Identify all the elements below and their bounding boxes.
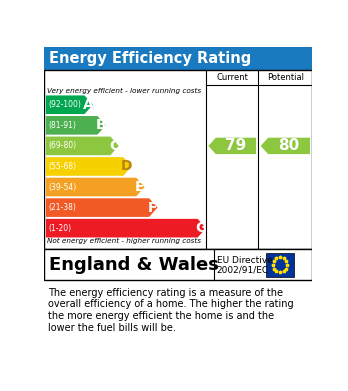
Polygon shape	[46, 116, 106, 135]
Text: Current: Current	[216, 73, 248, 82]
Text: 79: 79	[225, 138, 247, 153]
Text: (39-54): (39-54)	[48, 183, 77, 192]
Text: (1-20): (1-20)	[48, 224, 71, 233]
Text: D: D	[121, 160, 133, 174]
Text: (21-38): (21-38)	[48, 203, 76, 212]
Text: (69-80): (69-80)	[48, 142, 76, 151]
Polygon shape	[46, 95, 93, 114]
Text: E: E	[135, 180, 144, 194]
Text: The energy efficiency rating is a measure of the: The energy efficiency rating is a measur…	[48, 288, 283, 298]
Text: overall efficiency of a home. The higher the rating: overall efficiency of a home. The higher…	[48, 300, 294, 310]
Text: Potential: Potential	[267, 73, 304, 82]
Text: (55-68): (55-68)	[48, 162, 76, 171]
Polygon shape	[46, 219, 206, 237]
Polygon shape	[261, 138, 310, 154]
Text: A: A	[83, 98, 93, 112]
Polygon shape	[46, 157, 132, 176]
Text: EU Directive: EU Directive	[217, 256, 273, 265]
Polygon shape	[46, 136, 119, 155]
Text: Very energy efficient - lower running costs: Very energy efficient - lower running co…	[47, 88, 201, 94]
Polygon shape	[46, 198, 158, 217]
Text: lower the fuel bills will be.: lower the fuel bills will be.	[48, 323, 176, 333]
Text: 2002/91/EC: 2002/91/EC	[217, 266, 269, 275]
Bar	[45, 249, 313, 280]
Polygon shape	[208, 138, 256, 154]
Text: F: F	[148, 201, 158, 215]
Bar	[266, 253, 294, 277]
Text: B: B	[96, 118, 106, 132]
Text: Not energy efficient - higher running costs: Not energy efficient - higher running co…	[47, 238, 201, 244]
Text: (81-91): (81-91)	[48, 121, 76, 130]
Bar	[45, 70, 313, 249]
Text: 80: 80	[278, 138, 300, 153]
Text: England & Wales: England & Wales	[49, 256, 219, 274]
Bar	[45, 47, 313, 70]
Text: Energy Efficiency Rating: Energy Efficiency Rating	[49, 51, 251, 66]
Text: (92-100): (92-100)	[48, 100, 81, 109]
Polygon shape	[46, 178, 145, 196]
Text: C: C	[109, 139, 119, 153]
Text: the more energy efficient the home is and the: the more energy efficient the home is an…	[48, 311, 274, 321]
Text: G: G	[196, 221, 207, 235]
